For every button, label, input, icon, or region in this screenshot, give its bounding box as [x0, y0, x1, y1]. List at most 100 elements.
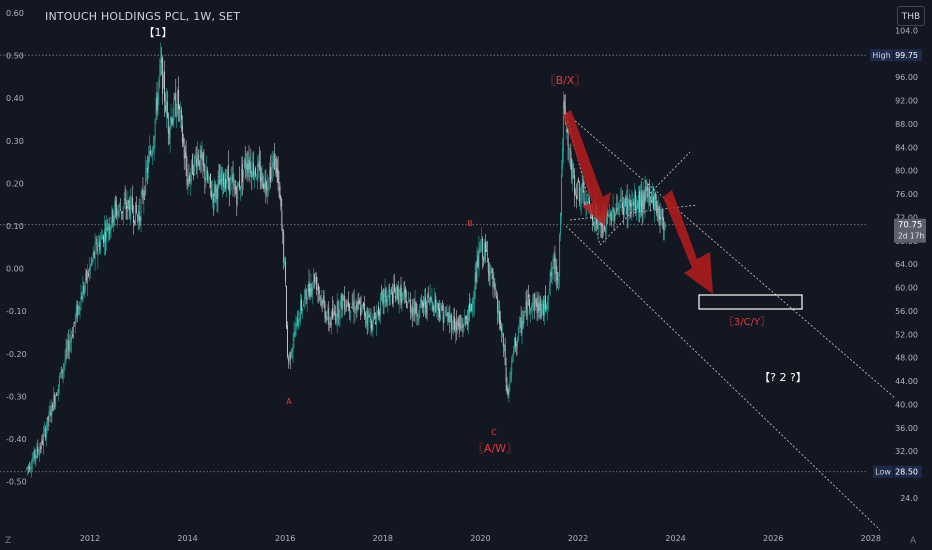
candle-body: [96, 238, 98, 252]
candle-body: [497, 298, 499, 313]
candle-body: [564, 106, 566, 121]
candle-body: [409, 300, 410, 302]
candle-body: [231, 177, 233, 180]
candle-body: [250, 162, 252, 174]
right-axis[interactable]: 104.0100.096.0092.0088.0084.0080.0076.00…: [895, 26, 918, 503]
right-axis-tick: 92.00: [895, 96, 918, 105]
candle-body: [147, 167, 149, 173]
candle-body: [389, 292, 391, 294]
candle-body: [475, 272, 477, 282]
candle-body: [245, 165, 247, 167]
candle-body: [111, 206, 113, 224]
candle-body: [437, 302, 439, 310]
candle-body: [205, 180, 207, 184]
candle-body: [411, 307, 413, 315]
candle-body: [528, 294, 530, 297]
candle-body: [145, 167, 147, 193]
candle-body: [45, 428, 47, 440]
candle-body: [635, 191, 637, 212]
candle-body: [559, 234, 561, 278]
candle-body: [398, 298, 400, 306]
candle-body: [185, 152, 187, 170]
left-axis[interactable]: 0.60 0.50 0.40 0.30 0.20 0.10 0.00 -0.10 -0.20 -0…: [6, 9, 27, 487]
candle-body: [661, 209, 663, 214]
candle-body: [543, 303, 545, 315]
candle-body: [641, 202, 643, 212]
candle-body: [267, 184, 269, 191]
candle-body: [500, 320, 501, 329]
projection-arrows[interactable]: [563, 110, 803, 310]
candle-body: [75, 307, 77, 318]
candle-body: [158, 79, 160, 92]
candle-body: [215, 186, 217, 193]
candle-body: [494, 284, 496, 291]
candle-body: [395, 285, 397, 300]
candle-body: [545, 295, 546, 310]
candle-body: [302, 308, 303, 311]
wave-label-3-c-y: 〖3/C/Y〗: [724, 316, 770, 328]
right-axis-tick: 80.00: [895, 167, 918, 176]
candle-body: [213, 183, 215, 199]
candle-body: [351, 303, 353, 305]
candle-body: [448, 315, 450, 319]
candle-body: [354, 311, 356, 313]
candle-body: [549, 271, 551, 288]
candle-body: [612, 207, 614, 212]
candle-body: [500, 327, 502, 332]
candle-body: [557, 279, 559, 280]
candle-body: [449, 314, 451, 323]
candle-body: [620, 198, 622, 202]
candle-body: [234, 187, 236, 190]
candle-body: [94, 243, 96, 259]
candle-body: [607, 212, 608, 215]
wave-label-b-x: 〖B/X〗: [545, 74, 586, 87]
candle-body: [403, 292, 405, 296]
candle-body: [586, 203, 588, 205]
candle-body: [176, 113, 178, 118]
candle-body: [442, 306, 444, 323]
candle-body: [526, 301, 528, 317]
auto-scale-button[interactable]: A: [910, 536, 917, 546]
candle-body: [353, 300, 355, 312]
candle-body: [458, 324, 460, 327]
last-price: 70.75: [898, 221, 922, 231]
candle-body: [140, 198, 142, 221]
candle-body: [83, 286, 85, 293]
left-axis-tick: 0.30: [6, 137, 24, 146]
auto-scale-left-button[interactable]: Z: [5, 536, 12, 546]
candle-body: [585, 199, 587, 209]
candle-body: [253, 164, 255, 176]
candle-body: [469, 303, 470, 312]
candle-body: [665, 224, 667, 228]
candle-body: [284, 259, 286, 264]
candle-body: [248, 159, 250, 170]
candle-body: [363, 303, 365, 316]
currency-button[interactable]: THB: [897, 6, 925, 26]
candle-body: [428, 301, 430, 302]
candle-body: [93, 251, 95, 258]
left-axis-tick: -0.40: [6, 435, 27, 444]
candle-body: [222, 170, 224, 184]
candle-body: [418, 315, 420, 323]
candle-body: [539, 301, 541, 311]
candle-body: [182, 138, 184, 145]
candle-body: [333, 311, 335, 314]
candle-body: [662, 209, 664, 222]
candle-body: [193, 171, 195, 176]
symbol-title[interactable]: INTOUCH HOLDINGS PCL, 1W, SET: [45, 10, 241, 23]
candle-body: [577, 178, 579, 183]
candle-body: [214, 184, 216, 197]
candle-body: [471, 299, 473, 312]
candle-body: [315, 279, 317, 282]
candle-body: [180, 109, 182, 120]
candle-body: [74, 315, 76, 325]
candle-body: [408, 299, 409, 301]
candle-body: [561, 148, 563, 170]
left-axis-tick: -0.30: [6, 392, 27, 401]
candle-body: [335, 317, 337, 324]
time-axis[interactable]: 2012 2014 2016 2018 2020 2022 2024 2026 2028: [80, 534, 881, 543]
candle-body: [580, 198, 582, 204]
candle-body: [36, 446, 38, 458]
candle-body: [463, 327, 465, 329]
